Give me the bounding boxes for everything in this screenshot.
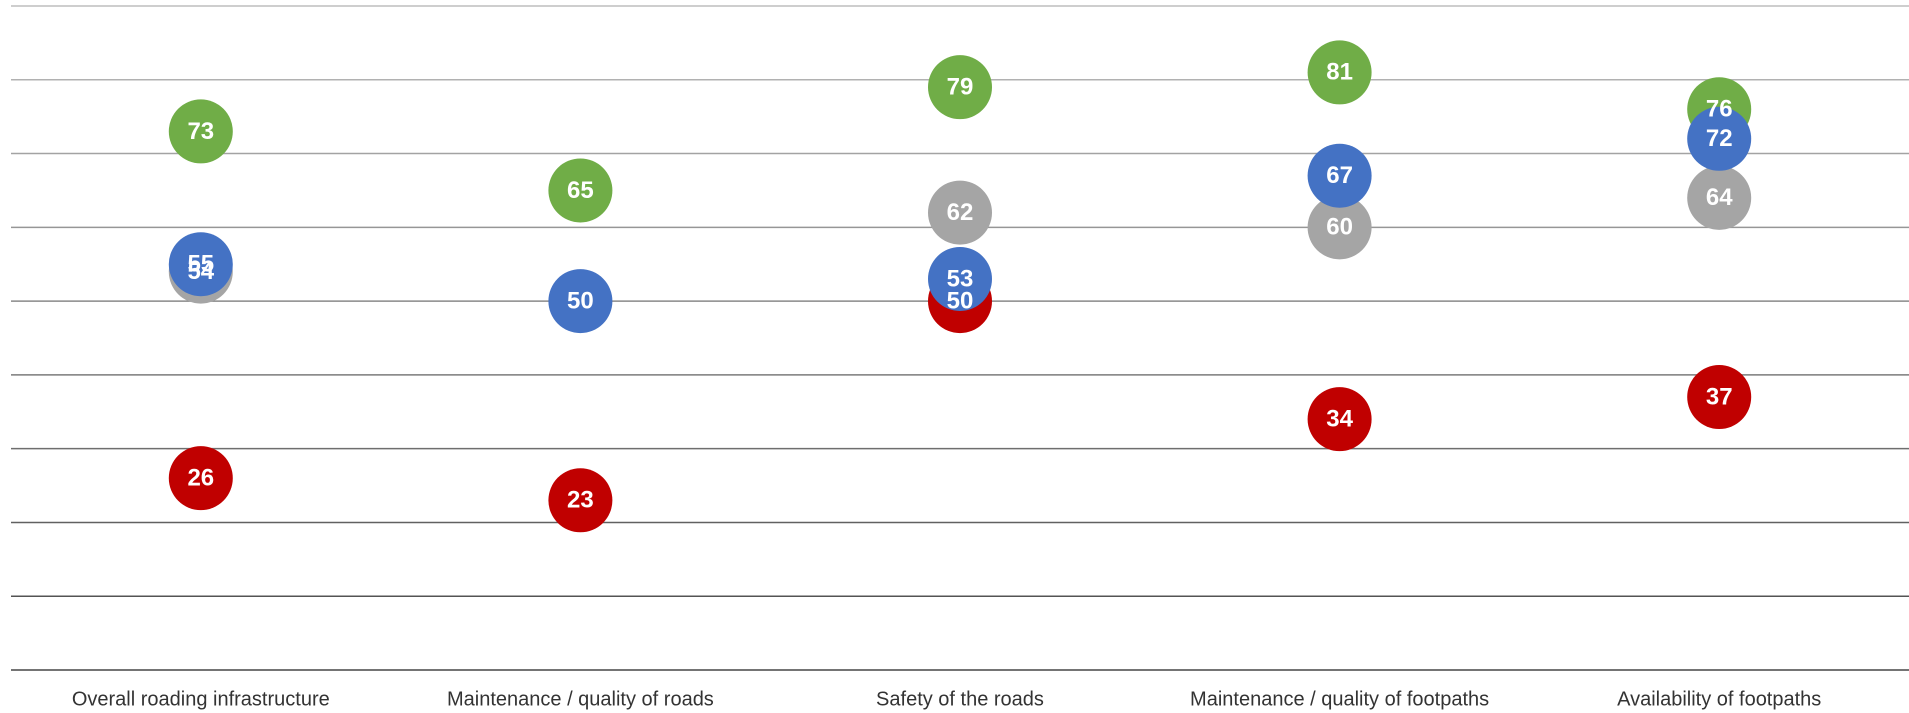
dot [1687, 106, 1752, 171]
dot [1687, 165, 1752, 230]
data-label: 60 [1326, 214, 1353, 241]
data-label: 76 [1706, 96, 1733, 123]
dot [168, 232, 233, 297]
data-label: 55 [187, 251, 214, 278]
dot [1307, 195, 1372, 260]
x-tick-label: Safety of the roads [876, 688, 1044, 710]
dot [1307, 387, 1372, 452]
data-label: 79 [947, 73, 974, 100]
data-label: 64 [1706, 184, 1733, 211]
data-label: 50 [567, 287, 594, 314]
data-label: 65 [567, 177, 594, 204]
data-label: 50 [947, 287, 974, 314]
data-label: 73 [187, 118, 214, 145]
data-label: 37 [1706, 383, 1733, 410]
dot [1307, 143, 1372, 208]
data-label: 23 [567, 487, 594, 514]
data-label: 62 [947, 199, 974, 226]
data-label: 54 [187, 258, 214, 285]
dot [548, 158, 613, 223]
data-label: 81 [1326, 59, 1353, 86]
x-tick-label: Maintenance / quality of roads [447, 688, 714, 710]
dot [168, 446, 233, 511]
data-label: 53 [947, 265, 974, 292]
dot [168, 99, 233, 164]
dot [548, 468, 613, 533]
x-tick-label: Overall roading infrastructure [72, 688, 330, 710]
data-label: 72 [1706, 125, 1733, 152]
data-label: 26 [187, 465, 214, 492]
data-label: 67 [1326, 162, 1353, 189]
dot [928, 55, 992, 120]
x-tick-label: Availability of footpaths [1617, 688, 1821, 710]
dot [1307, 40, 1372, 105]
dot [1687, 365, 1752, 430]
dot [548, 269, 613, 334]
data-label: 34 [1326, 405, 1353, 432]
x-tick-label: Maintenance / quality of footpaths [1190, 688, 1489, 710]
dot [928, 246, 992, 311]
dot [928, 180, 992, 245]
